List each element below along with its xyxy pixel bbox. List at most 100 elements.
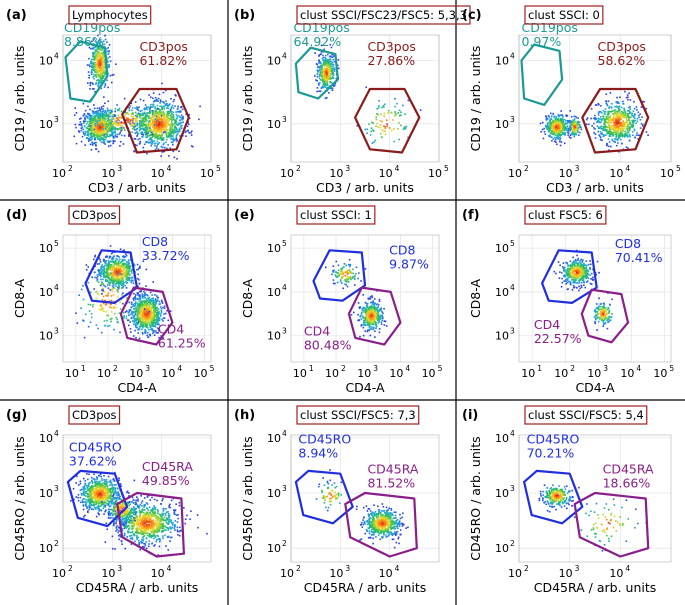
data-point	[591, 125, 594, 127]
data-point	[151, 133, 154, 136]
data-point	[152, 111, 154, 114]
data-point	[119, 267, 121, 269]
data-point	[138, 300, 141, 303]
data-point	[95, 82, 98, 84]
data-point	[173, 138, 176, 141]
data-point	[560, 130, 563, 133]
data-point	[95, 129, 97, 132]
data-point	[604, 108, 607, 110]
data-point	[149, 121, 152, 124]
data-point	[143, 128, 146, 131]
data-point	[136, 314, 138, 317]
data-point	[555, 121, 557, 124]
data-point	[100, 57, 102, 60]
data-point	[161, 108, 163, 110]
data-point	[562, 131, 564, 134]
data-point	[624, 125, 627, 128]
data-point	[136, 317, 138, 319]
data-point	[370, 127, 373, 129]
data-point	[87, 125, 90, 128]
data-point	[94, 56, 97, 59]
data-point	[617, 127, 619, 130]
data-point	[333, 68, 336, 70]
data-point	[176, 133, 179, 135]
data-point	[597, 112, 600, 115]
data-point	[377, 105, 380, 107]
data-point	[568, 128, 570, 131]
x-tick-label: 10	[200, 167, 214, 180]
data-point	[130, 118, 132, 121]
data-point	[563, 129, 566, 132]
data-point	[620, 129, 623, 132]
data-point	[319, 79, 322, 81]
data-point	[155, 135, 158, 137]
data-point	[105, 125, 107, 128]
data-point	[95, 118, 97, 121]
data-point	[187, 130, 189, 132]
data-point	[551, 140, 553, 142]
data-point	[567, 132, 570, 134]
data-point	[605, 93, 608, 95]
data-point	[404, 126, 407, 129]
data-point	[328, 55, 331, 58]
data-point	[145, 108, 147, 111]
data-point	[117, 261, 120, 264]
data-point	[99, 121, 102, 123]
data-point	[328, 66, 330, 69]
data-point	[95, 54, 97, 56]
data-point	[605, 125, 608, 128]
data-point	[90, 118, 92, 121]
data-point	[394, 105, 396, 108]
data-point	[134, 101, 137, 103]
data-point	[142, 316, 145, 318]
data-point	[105, 112, 108, 114]
data-point	[626, 129, 629, 131]
data-point	[318, 62, 320, 64]
data-point	[98, 121, 100, 124]
data-point	[104, 73, 106, 76]
data-point	[147, 303, 149, 305]
data-point	[613, 124, 616, 127]
data-point	[109, 60, 112, 62]
data-point	[87, 135, 90, 137]
data-point	[153, 126, 155, 129]
data-point	[144, 133, 147, 136]
data-point	[121, 274, 123, 277]
data-point	[95, 148, 97, 150]
data-point	[94, 124, 97, 127]
data-point	[105, 279, 107, 281]
data-point	[138, 119, 141, 122]
data-point	[165, 102, 168, 105]
data-point	[122, 272, 124, 275]
data-point	[134, 138, 137, 140]
data-point	[106, 274, 108, 277]
data-point	[141, 326, 144, 329]
data-point	[170, 106, 173, 108]
data-point	[626, 124, 629, 127]
data-point	[563, 118, 566, 121]
data-point	[316, 87, 319, 89]
data-point	[97, 270, 100, 273]
data-point	[109, 129, 112, 132]
data-point	[574, 125, 576, 128]
data-point	[128, 118, 131, 121]
data-point	[92, 125, 95, 127]
data-point	[131, 127, 134, 130]
data-point	[145, 131, 147, 134]
data-point	[151, 138, 153, 141]
data-point	[605, 128, 607, 131]
data-point	[560, 110, 562, 112]
data-point	[126, 310, 128, 312]
data-point	[165, 130, 168, 132]
data-point	[94, 122, 97, 125]
data-point	[136, 298, 139, 300]
data-point	[180, 105, 183, 108]
data-point	[563, 123, 565, 125]
data-point	[121, 134, 123, 137]
data-point	[550, 115, 553, 117]
data-point	[154, 107, 156, 110]
data-point	[331, 76, 334, 78]
data-point	[609, 116, 612, 119]
data-point	[89, 128, 91, 130]
